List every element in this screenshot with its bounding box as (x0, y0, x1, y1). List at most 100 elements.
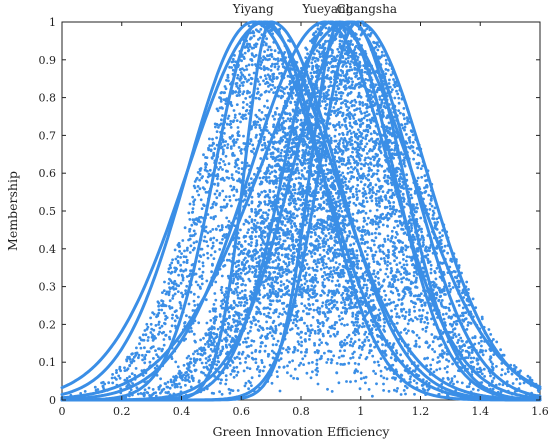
scatter-point (221, 114, 224, 117)
scatter-point (268, 302, 272, 306)
scatter-point (176, 255, 180, 258)
scatter-point (224, 195, 228, 199)
scatter-point (190, 330, 194, 333)
scatter-point (215, 196, 219, 200)
scatter-point (205, 179, 208, 183)
scatter-point (357, 338, 361, 342)
scatter-point (330, 390, 334, 393)
scatter-point (324, 262, 328, 266)
scatter-point (241, 92, 245, 96)
scatter-point (115, 369, 118, 372)
scatter-point (257, 80, 260, 83)
scatter-point (244, 113, 247, 117)
scatter-point (134, 351, 138, 355)
scatter-point (309, 376, 313, 380)
scatter-point (220, 274, 224, 278)
scatter-point (164, 333, 168, 337)
scatter-point (340, 301, 343, 304)
scatter-point (264, 42, 268, 46)
scatter-point (426, 321, 430, 325)
scatter-point (224, 382, 228, 386)
scatter-point (354, 379, 357, 383)
scatter-point (148, 360, 152, 364)
scatter-point (267, 90, 271, 94)
scatter-point (273, 117, 276, 121)
scatter-point (291, 97, 294, 100)
scatter-point (325, 318, 329, 322)
scatter-point (262, 211, 265, 215)
scatter-point (348, 231, 352, 235)
scatter-point (211, 244, 215, 248)
scatter-point (197, 260, 201, 263)
scatter-point (224, 87, 228, 91)
scatter-point (299, 177, 303, 180)
scatter-point (279, 58, 283, 61)
scatter-point (421, 327, 425, 331)
scatter-point (353, 362, 357, 365)
scatter-point (240, 73, 244, 76)
scatter-point (381, 190, 385, 194)
scatter-point (111, 381, 115, 385)
scatter-point (244, 220, 248, 223)
scatter-point (197, 295, 200, 299)
scatter-point (303, 277, 307, 281)
scatter-point (198, 220, 202, 224)
scatter-point (235, 82, 239, 85)
scatter-point (346, 234, 349, 238)
scatter-point (264, 178, 268, 182)
scatter-point (250, 52, 254, 56)
scatter-point (458, 345, 461, 348)
scatter-point (319, 267, 323, 271)
scatter-point (322, 228, 326, 231)
scatter-point (192, 229, 196, 233)
scatter-point (218, 248, 222, 251)
scatter-point (224, 99, 228, 103)
scatter-point (299, 118, 303, 122)
scatter-point (125, 358, 128, 361)
scatter-point (278, 299, 282, 303)
scatter-point (164, 314, 168, 318)
scatter-point (155, 364, 159, 368)
scatter-point (162, 289, 166, 292)
scatter-point (177, 241, 181, 245)
scatter-point (266, 106, 270, 110)
scatter-point (336, 279, 340, 283)
scatter-point (424, 329, 428, 333)
scatter-point (273, 111, 277, 114)
scatter-point (240, 313, 243, 317)
scatter-point (242, 134, 245, 138)
scatter-point (224, 140, 228, 143)
scatter-point (356, 330, 360, 333)
scatter-point (335, 362, 339, 365)
scatter-point (321, 100, 324, 103)
scatter-point (221, 238, 224, 241)
scatter-point (319, 188, 322, 191)
scatter-point (341, 306, 345, 310)
scatter-point (343, 323, 346, 327)
scatter-point (227, 220, 231, 223)
scatter-point (244, 194, 248, 198)
scatter-point (149, 331, 153, 334)
scatter-point (212, 307, 216, 311)
scatter-point (390, 236, 393, 240)
scatter-point (100, 381, 103, 385)
scatter-point (281, 229, 285, 232)
scatter-point (222, 298, 225, 302)
scatter-point (263, 141, 267, 145)
scatter-point (308, 141, 311, 145)
scatter-point (358, 356, 361, 360)
scatter-point (186, 246, 189, 250)
scatter-point (315, 265, 319, 269)
scatter-point (261, 148, 265, 152)
scatter-point (337, 123, 341, 127)
scatter-point (420, 314, 424, 318)
scatter-point (169, 271, 173, 275)
scatter-point (152, 312, 156, 316)
scatter-point (280, 295, 283, 299)
scatter-point (286, 117, 290, 120)
scatter-point (348, 343, 352, 347)
scatter-point (238, 267, 242, 271)
scatter-point (236, 138, 239, 141)
scatter-point (279, 280, 283, 284)
scatter-point (361, 322, 365, 325)
